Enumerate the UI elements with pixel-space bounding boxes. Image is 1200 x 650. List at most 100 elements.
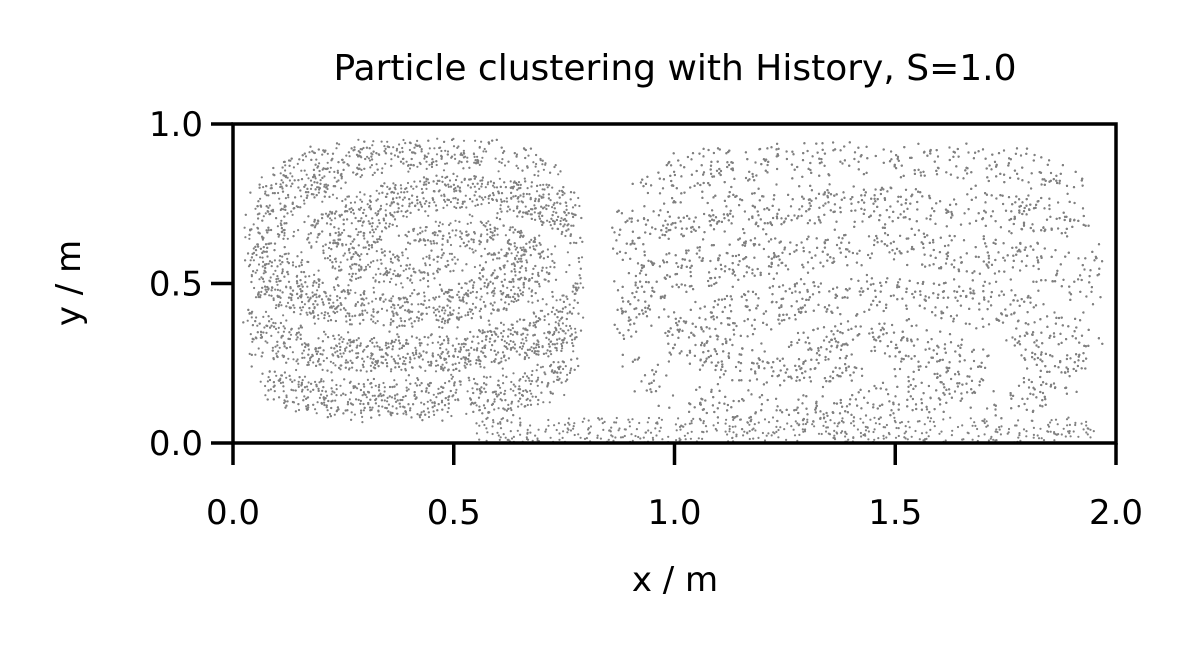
scatter-point [339, 233, 342, 236]
scatter-point [383, 272, 386, 275]
scatter-point [490, 360, 493, 364]
scatter-point [341, 243, 344, 246]
scatter-point [513, 330, 516, 333]
scatter-point [250, 256, 253, 259]
scatter-point [480, 160, 483, 163]
scatter-point [297, 362, 300, 365]
scatter-point [490, 253, 493, 256]
scatter-point [461, 154, 464, 157]
scatter-point [519, 194, 522, 197]
scatter-point [523, 351, 527, 354]
scatter-point [506, 260, 509, 263]
scatter-point [365, 345, 368, 348]
scatter-point [307, 215, 310, 218]
scatter-point [418, 342, 421, 345]
scatter-point [531, 301, 534, 304]
scatter-point [488, 340, 491, 343]
scatter-point [333, 170, 336, 173]
scatter-point [472, 153, 476, 156]
scatter-point [381, 405, 384, 408]
scatter-point [511, 346, 515, 349]
scatter-point [493, 301, 496, 304]
scatter-point [396, 192, 399, 195]
scatter-point [537, 198, 541, 201]
scatter-point [409, 211, 412, 214]
scatter-point [393, 154, 396, 157]
scatter-point [567, 329, 570, 332]
scatter-point [444, 397, 447, 400]
scatter-point [548, 330, 551, 333]
scatter-point [454, 219, 457, 222]
scatter-point [344, 309, 347, 312]
scatter-point [357, 382, 360, 385]
scatter-point [505, 197, 508, 200]
scatter-point [355, 369, 358, 372]
scatter-point [385, 195, 388, 198]
scatter-point [371, 353, 374, 356]
scatter-point [484, 304, 487, 307]
scatter-point [312, 388, 315, 391]
scatter-point [323, 401, 326, 404]
scatter-point [273, 370, 276, 373]
scatter-point [362, 383, 365, 386]
scatter-point [316, 401, 319, 404]
scatter-point [547, 323, 551, 326]
scatter-point [394, 400, 398, 403]
scatter-point [522, 192, 525, 195]
scatter-point [361, 357, 364, 360]
scatter-point [501, 367, 504, 370]
scatter-point [515, 254, 518, 257]
scatter-point [329, 319, 333, 322]
scatter-point [524, 379, 527, 382]
scatter-point [369, 231, 372, 234]
scatter-point [493, 349, 496, 352]
scatter-point [556, 316, 559, 319]
scatter-point [526, 354, 529, 357]
scatter-point [329, 166, 332, 169]
scatter-point [517, 405, 520, 408]
scatter-point [286, 237, 289, 240]
scatter-point [393, 269, 396, 272]
scatter-point [332, 286, 336, 289]
scatter-point [335, 277, 338, 280]
scatter-point [376, 238, 379, 241]
scatter-point [501, 158, 504, 161]
scatter-point [535, 153, 538, 157]
scatter-point [392, 253, 395, 256]
scatter-point [371, 217, 374, 220]
scatter-point [408, 263, 412, 266]
scatter-point [421, 318, 424, 321]
scatter-point [271, 286, 274, 289]
scatter-point [486, 286, 489, 289]
scatter-point [436, 269, 439, 272]
scatter-point [516, 215, 519, 218]
scatter-point [425, 387, 428, 390]
scatter-point [547, 343, 551, 346]
scatter-point [406, 310, 409, 313]
scatter-point [417, 319, 420, 322]
scatter-point [374, 297, 377, 300]
scatter-point [464, 194, 467, 197]
scatter-point [455, 189, 458, 192]
scatter-point [368, 159, 372, 162]
scatter-point [289, 172, 292, 175]
scatter-point [395, 149, 398, 152]
scatter-point [282, 181, 285, 184]
scatter-point [330, 212, 334, 215]
scatter-point [498, 177, 501, 180]
scatter-point [496, 395, 499, 398]
scatter-point [529, 382, 532, 386]
scatter-point [414, 397, 417, 400]
scatter-point [351, 361, 354, 365]
scatter-point [500, 146, 503, 149]
scatter-point [261, 265, 264, 268]
scatter-point [319, 179, 322, 182]
scatter-point [508, 343, 511, 346]
scatter-point [389, 321, 392, 324]
scatter-point [344, 349, 347, 352]
scatter-point [300, 309, 303, 312]
scatter-point [251, 252, 254, 255]
scatter-point [519, 266, 522, 270]
scatter-point [378, 192, 381, 195]
scatter-point [314, 163, 317, 166]
